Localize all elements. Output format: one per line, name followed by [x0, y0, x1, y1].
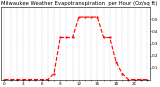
- Text: Milwaukee Weather Evapotranspiration  per Hour (Oz/sq ft)  (24 Hours): Milwaukee Weather Evapotranspiration per…: [1, 1, 160, 6]
